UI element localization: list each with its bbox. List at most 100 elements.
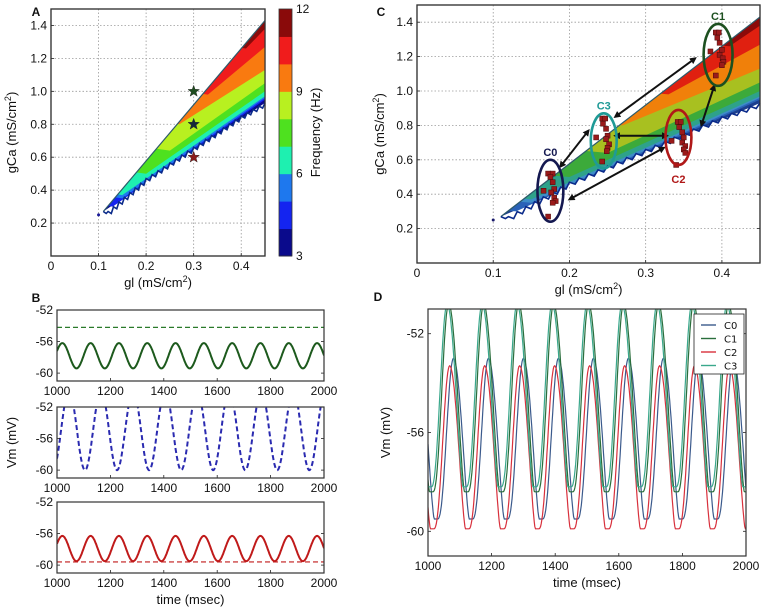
y-tick-label: -60: [407, 524, 425, 538]
x-axis-label-tail: ): [618, 282, 622, 297]
x-tick-label: 1800: [669, 559, 696, 573]
y-tick-label: 0.8: [30, 117, 47, 131]
y-tick-label: -52: [407, 327, 425, 341]
x-tick-label: 1800: [257, 384, 284, 398]
cluster-c1: C1: [702, 11, 734, 88]
y-tick-label: 0.4: [30, 183, 47, 197]
x-tick-label: 1400: [150, 384, 177, 398]
cluster-point: [603, 126, 609, 132]
cluster-point: [679, 129, 686, 136]
x-tick-label: 1000: [44, 481, 71, 495]
axes-frame: [56, 406, 325, 479]
series-trace: [57, 342, 324, 370]
colorbar-tick-label: 12: [296, 2, 310, 16]
panel-c: C0 0.1 0.2 0.3 0.40.20.40.60.81.01.21.4C0C1C…: [371, 4, 761, 297]
x-tick-label: 1200: [97, 384, 124, 398]
cluster-point: [719, 62, 725, 68]
cluster-point: [545, 213, 551, 220]
colorbar-band-10-11-hz: [279, 36, 292, 65]
x-axis-label-main: gl (mS/cm: [124, 275, 183, 290]
x-tick-label: 2000: [733, 559, 760, 573]
x-tick-label: 2000: [311, 481, 338, 495]
y-axis-label-main: gCa (mS/cm: [4, 101, 19, 173]
y-tick-label: -60: [36, 558, 54, 572]
y-axis-label: Vm (mV): [378, 407, 393, 458]
cluster-ellipse: [664, 108, 693, 167]
y-tick-label: 0.4: [396, 187, 413, 201]
series-c0: [428, 357, 746, 520]
y-tick-label: 1.4: [30, 18, 47, 32]
panel-label-a: A: [32, 5, 41, 19]
plot-area: [57, 534, 324, 563]
cluster-point: [707, 48, 714, 55]
y-tick-label: 0.8: [396, 118, 413, 132]
cluster-point: [540, 188, 547, 194]
colorbar-band-3-4-hz: [279, 228, 292, 257]
y-tick-label: 0.2: [396, 222, 413, 236]
axes-frame: [50, 8, 266, 257]
y-axis-label-tail: ): [372, 93, 387, 97]
cluster-point: [600, 120, 606, 127]
panel-label-b: B: [32, 291, 41, 305]
legend-box: [693, 313, 745, 375]
cluster-point: [716, 40, 723, 46]
cluster-c2: C2: [664, 108, 693, 186]
x-tick-label: 1200: [478, 559, 505, 573]
plot-area: [57, 326, 324, 370]
x-tick-label: 1200: [97, 576, 124, 590]
y-axis-label-main: gCa (mS/cm: [372, 103, 387, 175]
x-tick-label: 1400: [150, 481, 177, 495]
cluster-point: [599, 158, 605, 165]
x-tick-label: 0: [48, 259, 55, 273]
colorbar-band-6-7-hz: [279, 146, 292, 175]
series-c1: [428, 309, 746, 493]
cluster-label: C0: [543, 147, 557, 159]
y-axis-label: gCa (mS/cm2): [3, 92, 19, 174]
y-tick-label: -52: [36, 495, 54, 509]
x-tick-label: 1000: [44, 384, 71, 398]
y-tick-label: 1.2: [396, 50, 413, 64]
x-axis-label-text: gl (mS/cm2): [555, 281, 623, 297]
y-axis-label: Vm (mV): [4, 417, 19, 468]
cluster-point: [716, 29, 722, 36]
y-axis-label: gCa (mS/cm2): [371, 93, 387, 175]
panel-b2: 1000 1200 1400 1600 1800 2000 -52 -56 -60 Vm (mV): [4, 400, 338, 495]
colorbar-tick-label: 6: [296, 167, 303, 181]
cluster-point: [677, 119, 684, 125]
panel-b1: 1000 1200 1400 1600 1800 2000 -52 -56 -60 B: [32, 291, 338, 398]
y-tick-label: -56: [407, 426, 425, 440]
panel-label-d: D: [374, 290, 383, 304]
cluster-point: [602, 115, 609, 122]
y-axis-label-tail: ): [4, 92, 19, 96]
colorbar: 3 6 9 12 Frequency (Hz): [278, 2, 323, 263]
x-axis-label-text: gl (mS/cm2): [124, 274, 192, 290]
x-tick-label: 0.2: [561, 266, 578, 280]
x-axis-label-sup: 2: [613, 281, 618, 291]
y-tick-label: -60: [36, 463, 54, 477]
legend: C0 C1 C2 C3: [693, 313, 745, 375]
y-tick-label: 1.2: [30, 51, 47, 65]
x-tick-label: 1400: [150, 576, 177, 590]
x-axis-label-sup: 2: [183, 274, 188, 284]
cluster-point: [719, 46, 725, 53]
cluster-point: [679, 139, 686, 146]
dot-marker: [491, 218, 495, 222]
series-trace: [57, 407, 322, 472]
y-tick-label: 0.6: [30, 150, 47, 164]
axes-frame: [56, 501, 325, 574]
cluster-point: [604, 148, 610, 154]
y-axis-label-sup: 2: [371, 98, 381, 103]
cluster-ellipse: [536, 158, 565, 224]
c-band-11-12-hz: [500, 17, 760, 47]
x-axis-label: gl (mS/cm2): [124, 274, 192, 290]
series-trace: [57, 534, 324, 563]
colorbar-band-5-6-hz: [279, 173, 292, 202]
panel-label-c: C: [377, 5, 386, 19]
x-axis-label-main: gl (mS/cm: [555, 282, 614, 297]
legend-label-c0: C0: [724, 321, 737, 332]
x-tick-label: 0.4: [714, 266, 731, 280]
cluster-point: [668, 138, 675, 144]
a-lower-boundary: [102, 102, 266, 215]
cluster-c0: C0: [536, 147, 565, 224]
